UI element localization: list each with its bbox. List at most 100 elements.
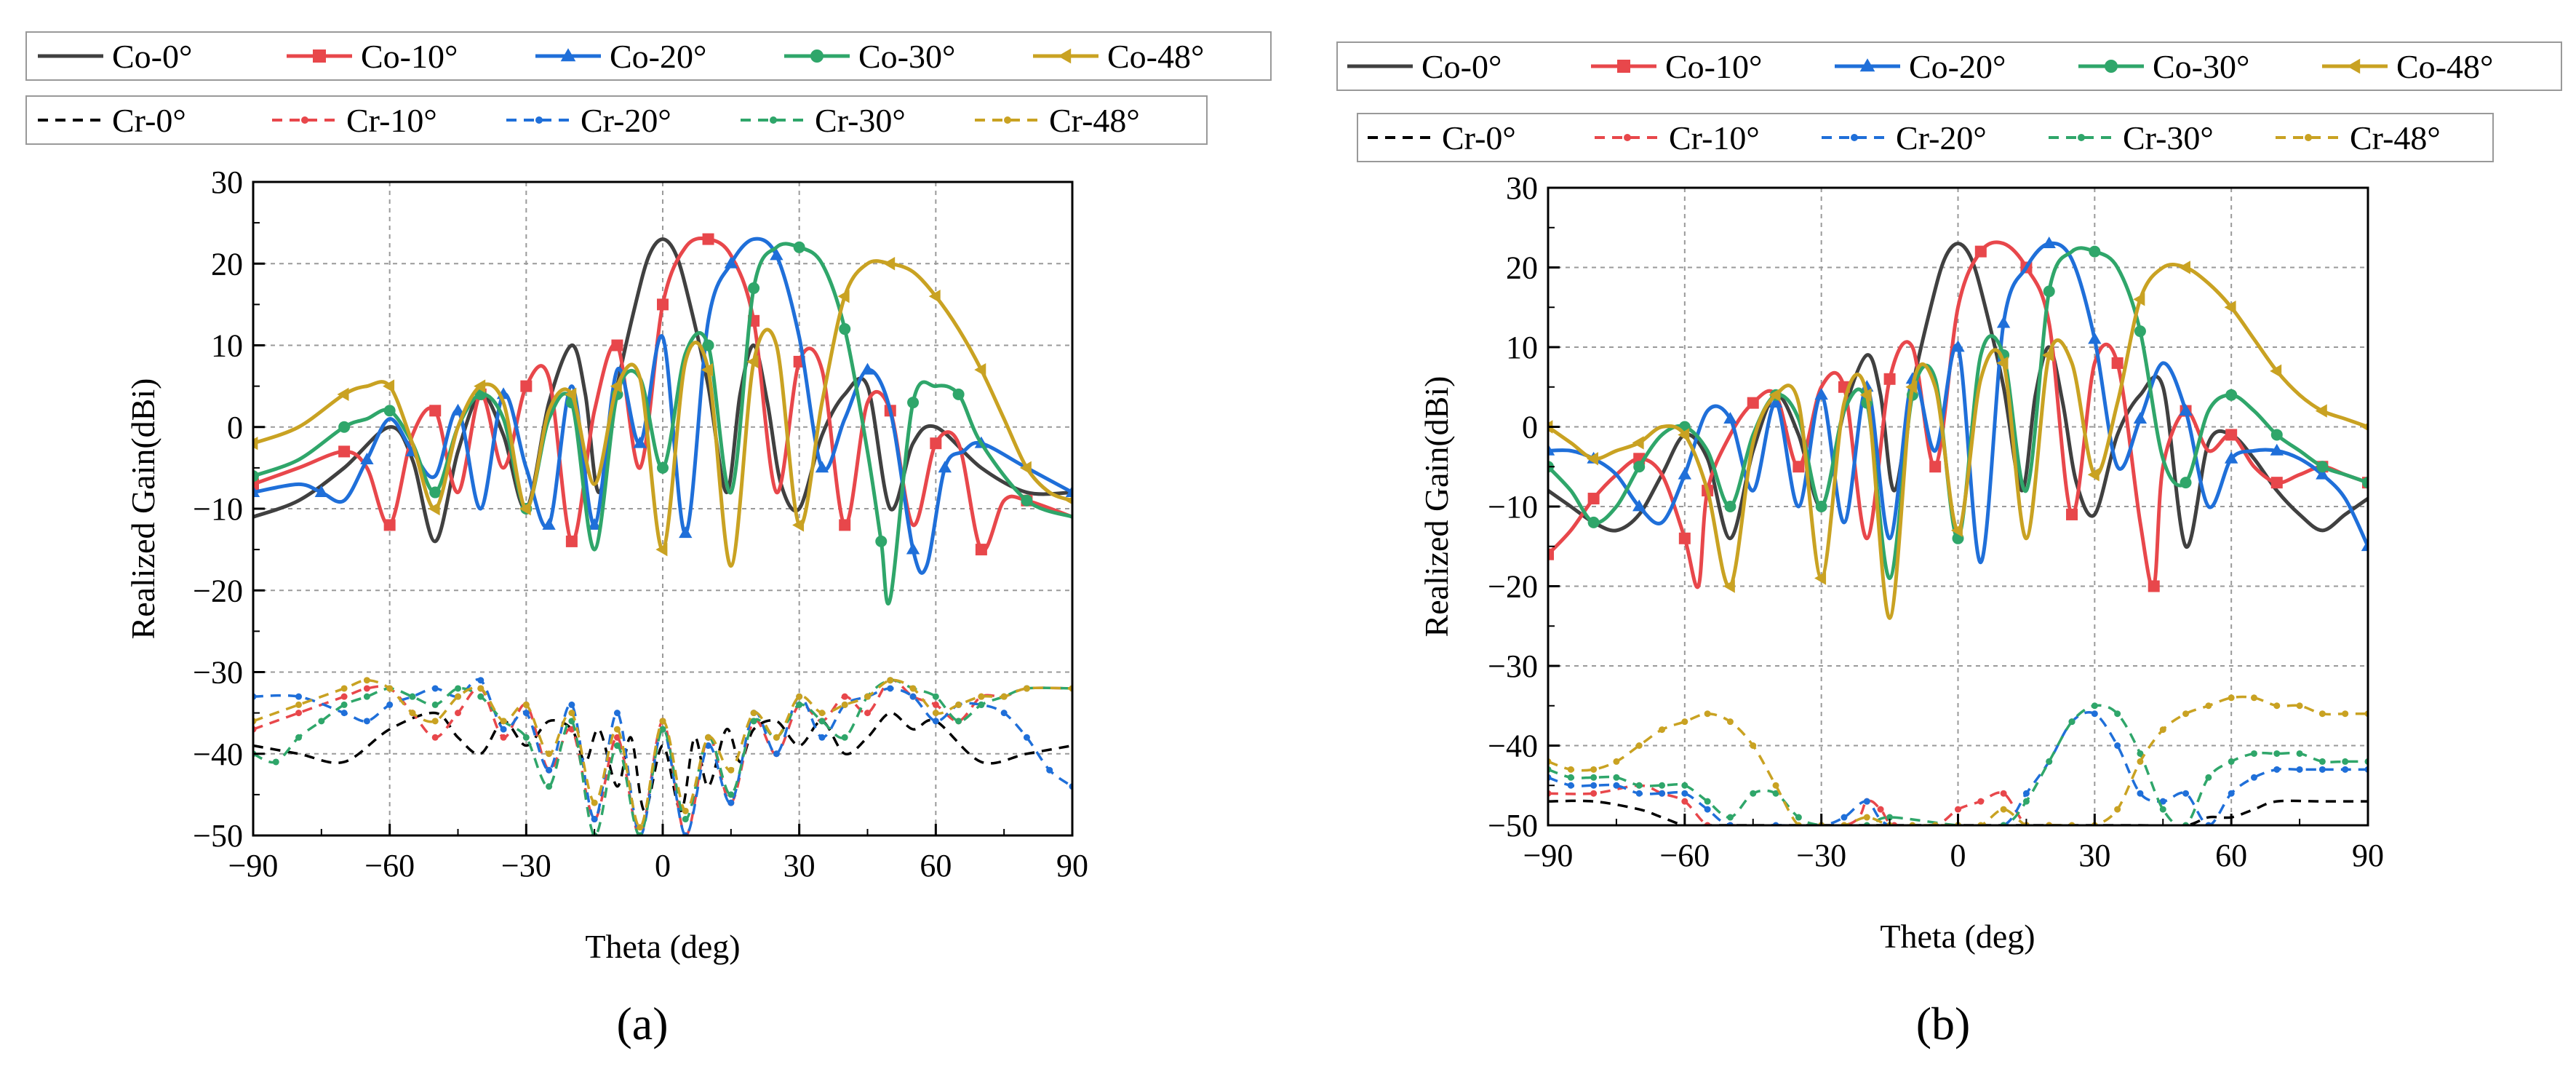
data-point <box>978 701 985 708</box>
data-point <box>2318 710 2326 718</box>
series-line <box>253 711 1072 813</box>
panel-label-a: (a) <box>616 998 668 1049</box>
series-layer <box>1548 237 2368 825</box>
legend-entry: Cr-0° <box>1368 119 1516 156</box>
data-point <box>773 750 780 758</box>
data-point <box>1768 396 1783 408</box>
data-point <box>1814 571 1827 585</box>
data-point <box>1950 523 1963 538</box>
series-cr-4 <box>253 677 1072 831</box>
data-point <box>431 701 439 708</box>
data-point <box>520 380 533 392</box>
data-point <box>474 379 486 393</box>
legend-marker <box>810 49 824 63</box>
data-point <box>295 701 303 708</box>
data-point <box>952 388 965 400</box>
legend-entry: Co-48° <box>2322 48 2493 85</box>
data-point <box>253 437 258 450</box>
data-point <box>253 485 260 497</box>
data-point <box>2114 806 2121 813</box>
data-point <box>974 362 986 377</box>
legend-label: Co-30° <box>858 38 955 75</box>
data-point <box>2043 285 2055 298</box>
data-point <box>750 710 757 717</box>
data-point <box>2134 325 2146 338</box>
data-point <box>2318 758 2326 765</box>
legend-label: Cr-0° <box>1442 119 1516 156</box>
series-line <box>1548 784 2049 825</box>
data-point <box>1814 388 1828 400</box>
data-point <box>1905 380 1918 394</box>
legend-entry: Cr-10° <box>1595 119 1760 156</box>
data-point <box>1863 814 1870 821</box>
data-point <box>1723 411 1737 424</box>
panel-b-plot: −90 −60 −30 0 30 60 90 30 20 10 0 −10 −20 −30 −40 −50 <box>1488 170 2384 873</box>
data-point <box>1681 798 1688 805</box>
legend-entries: Co-0° Co-10° Co-20° Co-30° Co-48° <box>1347 48 2493 85</box>
data-point <box>611 339 623 352</box>
data-point <box>2273 702 2281 710</box>
data-point <box>272 758 279 766</box>
x-tick-label: −30 <box>501 848 551 884</box>
data-point <box>522 701 530 708</box>
data-point <box>253 470 259 483</box>
series-co-2 <box>1548 237 2368 565</box>
legend-marker <box>2305 134 2312 141</box>
legend-label: Co-20° <box>610 38 706 75</box>
legend-marker <box>770 116 777 124</box>
data-point <box>1019 461 1032 475</box>
data-point <box>1678 428 1690 442</box>
data-point <box>1724 501 1736 512</box>
data-point <box>591 799 598 806</box>
data-point <box>2179 404 2193 416</box>
y-tick-label: −50 <box>1488 808 1538 843</box>
data-point <box>591 816 598 823</box>
data-point <box>386 701 394 708</box>
y-tick-label: −20 <box>193 573 243 608</box>
data-point <box>1750 742 1757 749</box>
data-point <box>2224 451 2238 464</box>
legend-label: Co-10° <box>361 38 458 75</box>
data-point <box>796 693 803 700</box>
data-point <box>702 339 714 352</box>
data-point <box>2087 468 2100 482</box>
data-point <box>519 501 531 516</box>
data-point <box>975 544 987 556</box>
data-point <box>2182 790 2190 797</box>
y-tick-label: 10 <box>1506 330 1538 365</box>
data-point <box>1590 766 1598 773</box>
data-point <box>477 693 485 700</box>
data-point <box>2273 766 2281 773</box>
data-point <box>1065 485 1072 497</box>
data-point <box>431 734 439 741</box>
data-point <box>907 397 920 409</box>
data-point <box>2318 766 2326 773</box>
data-point <box>1772 782 1779 789</box>
data-point <box>1587 452 1599 466</box>
legend-marker <box>1851 134 1858 141</box>
data-point <box>2091 702 2098 710</box>
legend-entry: Co-20° <box>1835 48 2006 85</box>
data-point <box>1587 516 1600 528</box>
data-point <box>2296 750 2303 757</box>
data-point <box>773 734 780 741</box>
data-point <box>2270 477 2283 489</box>
y-tick-label: −10 <box>193 491 243 527</box>
data-point <box>1704 806 1711 813</box>
data-point <box>455 710 461 717</box>
data-point <box>841 701 848 708</box>
data-point <box>2342 766 2349 773</box>
series-cr-0 <box>253 711 1072 813</box>
data-point <box>2316 461 2329 473</box>
x-tick-label: −90 <box>228 848 279 884</box>
data-point <box>705 742 712 750</box>
data-point <box>1704 710 1711 718</box>
data-point <box>2133 293 2145 306</box>
data-point <box>431 718 439 725</box>
data-point <box>429 405 442 417</box>
data-point <box>1681 782 1688 789</box>
x-axis-label: Theta (deg) <box>1880 918 2035 955</box>
y-tick-label: −30 <box>193 655 243 691</box>
data-point <box>1681 790 1688 797</box>
